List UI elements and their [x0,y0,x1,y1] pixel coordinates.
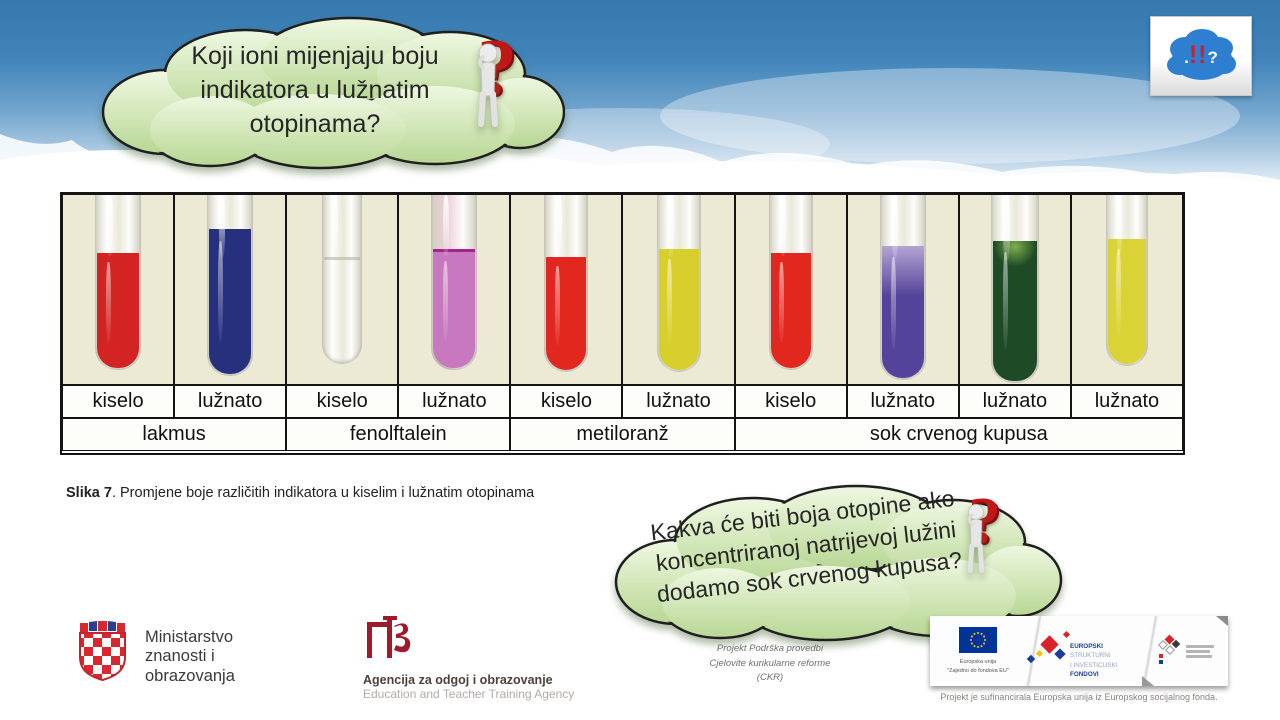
eu-flag-block: Europska unija "Zajedno do fondova EU" [930,627,1026,675]
condition-label: kiselo [62,385,175,418]
glass-highlight [891,195,898,260]
condition-label: kiselo [286,385,399,418]
question-mark-figure-icon: ? [477,28,517,127]
ministry-logo-block: Ministarstvo znanosti i obrazovanja [75,620,235,690]
indicator-liquid [992,241,1037,381]
eu-cofinancing-caption: Projekt je sufinancirala Europska unija … [940,692,1218,702]
question-text-1: Koji ioni mijenjaju boju indikatora u lu… [191,42,439,138]
esif-logo-block: EUROPSKI STRUKTURNI I INVESTICIJSKI FOND… [1026,616,1142,686]
esif-diamonds-icon [1026,630,1071,664]
indicator-liquid [881,246,924,378]
condition-label: lužnato [846,385,959,418]
question-bubble-top: Koji ioni mijenjaju boju indikatora u lu… [95,12,565,172]
tube-cell-metiloranž-kiselo [510,194,623,385]
indicator-name-fenolftalein: fenolftalein [286,418,511,451]
glass-highlight [332,195,338,254]
channel-logo: .!!? [1150,16,1252,96]
azoo-monogram-icon [367,616,411,658]
tube-cell-fenolftalein-lužnato [398,194,511,385]
azoo-name-hr: Agencija za odgoj i obrazovanje [363,673,553,687]
indicator-liquid [97,253,140,368]
ministry-name: Ministarstvo znanosti i obrazovanja [145,628,235,685]
condition-label: lužnato [1070,385,1183,418]
esif-text: EUROPSKI STRUKTURNI I INVESTICIJSKI FOND… [1070,643,1118,679]
meniscus-line [324,257,361,260]
tube-cell-lakmus-kiselo [62,194,175,385]
thinking-person-icon [478,43,498,127]
eu-flag-caption-2: "Zajedno do fondova EU" [947,667,1009,674]
banner-fold [1142,676,1154,686]
glass-highlight [1116,195,1123,255]
eu-banner: Europska unija "Zajedno do fondova EU" E… [930,616,1228,686]
tube-cell-fenolftalein-kiselo [286,194,399,385]
condition-label: lužnato [398,385,511,418]
glass-highlight [443,195,450,256]
blue-cloud-icon [1167,29,1236,80]
brand-symbols: .!!? [1184,41,1218,69]
tube-cell-lakmus-lužnato [174,194,287,385]
glass-highlight [219,195,226,258]
glass-highlight [1003,195,1010,261]
eu-funding-block: Europska unija "Zajedno do fondova EU" E… [930,616,1228,702]
condition-label: lužnato [958,385,1071,418]
glass-highlight [107,195,113,256]
figure-caption-text: . Promjene boje različitih indikatora u … [111,485,535,501]
test-tube [431,195,478,370]
indicator-liquid [770,253,811,368]
indicator-name-metiloranž: metiloranž [510,418,735,451]
tube-cell-sok-crvenog-kupusa-lužnato [958,194,1071,385]
op-emblem-icon [1158,634,1181,664]
tube-cell-sok-crvenog-kupusa-lužnato [846,194,959,385]
glass-highlight [667,195,674,257]
figure-caption-label: Slika 7 [66,485,112,501]
test-tube [656,195,701,372]
test-tube [95,195,142,370]
test-tube [544,195,589,372]
condition-label: lužnato [174,385,287,418]
test-tube [322,195,363,364]
question-bubble-bottom: Kakva će biti boja otopine ako koncentri… [608,478,1063,646]
croatian-coat-of-arms-icon [79,621,126,682]
thought-cloud-icon [614,484,1063,642]
indicator-liquid [433,249,476,368]
indicator-liquid [209,229,252,374]
op-emblem-text-lines [1186,643,1214,660]
test-tube [990,195,1039,383]
tube-cell-metiloranž-lužnato [622,194,735,385]
glass-highlight [555,195,562,257]
condition-label: kiselo [510,385,623,418]
azoo-name-en: Education and Teacher Training Agency [363,687,575,701]
eu-flag-caption-1: Europska unija [959,659,997,666]
question-mark-figure-icon: ? [967,488,1001,573]
op-emblem-block [1142,634,1228,668]
indicator-liquid [658,249,699,370]
tube-cell-sok-crvenog-kupusa-kiselo [734,194,847,385]
banner-fold [1216,616,1228,626]
indicator-name-sok-crvenog-kupusa: sok crvenog kupusa [734,418,1183,451]
tube-cell-sok-crvenog-kupusa-lužnato [1070,194,1183,385]
test-tube [768,195,813,370]
indicator-liquid [1107,239,1146,364]
figure-caption: Slika 7. Promjene boje različitih indika… [66,485,534,501]
indicator-name-lakmus: lakmus [62,418,287,451]
glass-highlight [780,195,786,256]
condition-label: kiselo [734,385,847,418]
condition-label: lužnato [622,385,735,418]
azoo-logo-block: Agencija za odgoj i obrazovanje Educatio… [363,616,574,701]
indicator-color-table: kiselo lužnato kiselo lužnato kiselo lužnato k… [60,192,1185,455]
test-tube [207,195,254,376]
indicator-liquid [546,257,587,370]
eu-flag-icon [959,627,997,654]
test-tube [1105,195,1148,366]
ckr-project-text: Projekt Podrška provedbi Cjelovite kurik… [709,643,831,684]
thinking-person-icon [967,504,985,573]
test-tube [879,195,926,380]
